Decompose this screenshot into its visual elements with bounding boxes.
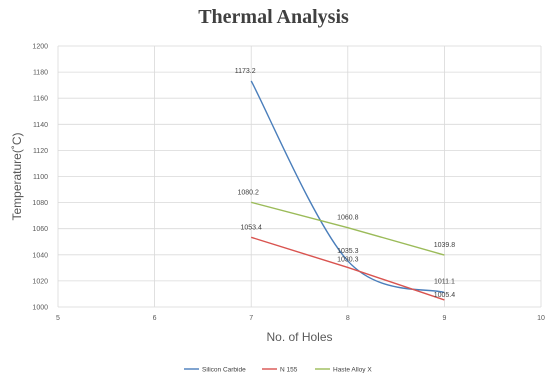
gridlines [57, 45, 542, 308]
x-axis-ticks: 5 6 7 8 9 10 [56, 315, 545, 322]
data-label: 1039.8 [434, 242, 456, 249]
legend-entry: Haste Alloy X [333, 366, 372, 373]
data-label: 1005.4 [434, 292, 456, 299]
y-tick-label: 1180 [33, 70, 48, 77]
series-lines [250, 80, 445, 301]
y-tick-label: 1120 [33, 148, 48, 155]
y-tick-label: 1060 [32, 226, 48, 233]
y-tick-label: 1140 [33, 122, 48, 129]
legend: Silicon Carbide N 155 Haste Alloy X [184, 366, 372, 373]
y-tick-label: 1040 [32, 252, 48, 259]
series-line-2 [251, 201, 445, 256]
x-tick-label: 10 [537, 315, 545, 322]
x-tick-label: 7 [249, 315, 253, 322]
x-tick-label: 6 [153, 315, 157, 322]
y-tick-label: 1080 [32, 200, 48, 207]
data-label: 1053.4 [240, 224, 262, 231]
y-axis-ticks: 1000 1020 1040 1060 1080 1100 1120 1140 1160 1180… [32, 44, 48, 312]
y-tick-label: 1020 [32, 278, 48, 285]
x-tick-label: 9 [442, 315, 446, 322]
data-label: 1035.3 [337, 248, 359, 255]
series-line-1 [250, 236, 445, 301]
y-tick-label: 1000 [32, 305, 48, 312]
data-label: 1030.3 [337, 256, 359, 263]
data-label: 1060.8 [337, 215, 359, 222]
y-axis-title: Temperature(˚C) [10, 132, 24, 220]
data-label: 1080.2 [237, 189, 259, 196]
legend-entry: N 155 [280, 366, 298, 373]
legend-entry: Silicon Carbide [202, 366, 246, 373]
data-label: 1173.2 [235, 68, 256, 75]
x-tick-label: 5 [56, 315, 60, 322]
data-label: 1011.1 [434, 279, 455, 286]
series-line-0 [250, 80, 445, 294]
y-tick-label: 1160 [33, 96, 48, 103]
y-tick-label: 1200 [32, 44, 48, 51]
y-tick-label: 1100 [33, 174, 48, 181]
x-tick-label: 8 [346, 315, 350, 322]
chart-title: Thermal Analysis [198, 6, 349, 28]
data-labels: 1173.2 1035.3 1011.1 1053.4 1030.3 1005.4 1080… [235, 68, 455, 299]
x-axis-title: No. of Holes [266, 330, 332, 344]
